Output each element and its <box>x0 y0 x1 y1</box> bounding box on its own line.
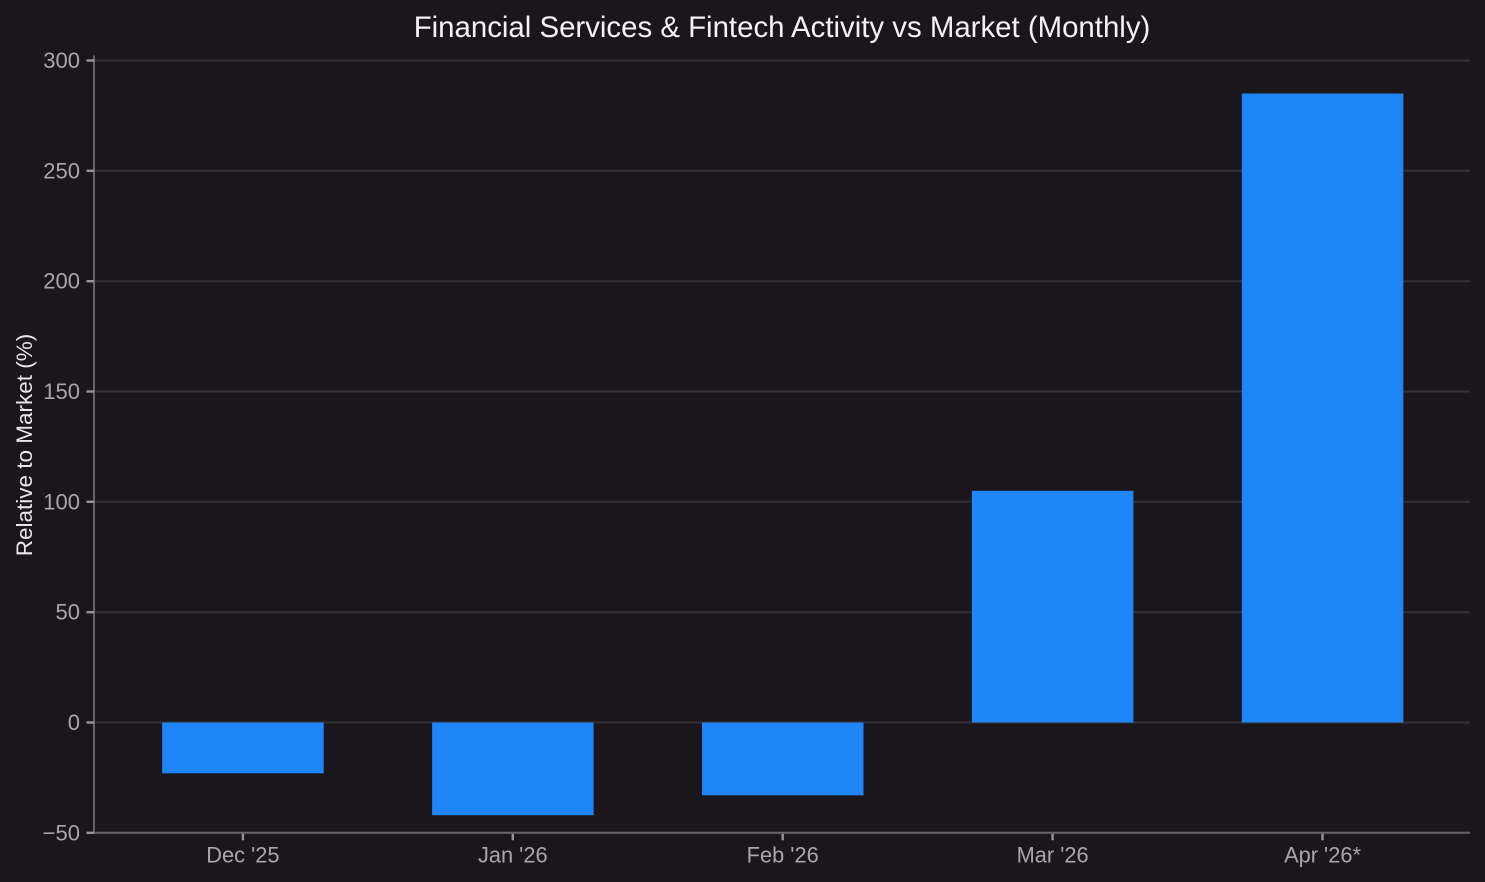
svg-text:Dec '25: Dec '25 <box>206 843 279 868</box>
svg-text:Jan '26: Jan '26 <box>478 843 548 868</box>
svg-text:150: 150 <box>43 379 80 404</box>
svg-text:Mar '26: Mar '26 <box>1017 843 1089 868</box>
svg-text:50: 50 <box>56 600 80 625</box>
svg-text:Relative to Market (%): Relative to Market (%) <box>12 334 37 557</box>
svg-text:Apr '26*: Apr '26* <box>1284 843 1361 868</box>
svg-text:Feb '26: Feb '26 <box>747 843 819 868</box>
svg-text:−50: −50 <box>43 820 80 845</box>
svg-text:250: 250 <box>43 158 80 183</box>
svg-text:300: 300 <box>43 48 80 73</box>
svg-text:0: 0 <box>68 710 80 735</box>
svg-text:200: 200 <box>43 269 80 294</box>
svg-text:100: 100 <box>43 489 80 514</box>
svg-text:Financial Services & Fintech A: Financial Services & Fintech Activity vs… <box>414 11 1151 44</box>
